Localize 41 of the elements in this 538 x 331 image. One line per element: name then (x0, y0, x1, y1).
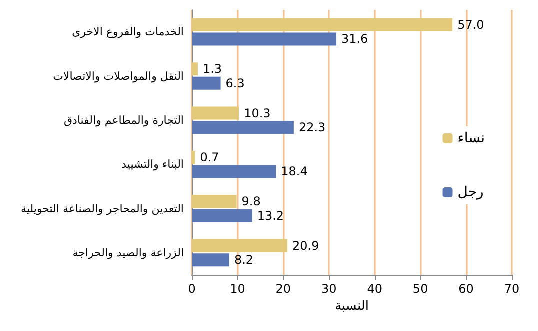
bar (192, 239, 288, 252)
legend-label: نساء (458, 130, 485, 146)
y-tick-label: البناء والتشييد (122, 158, 184, 172)
bar (192, 209, 252, 222)
bar (192, 150, 196, 164)
x-tick-label: 50 (412, 282, 428, 296)
x-tick-label: 40 (367, 282, 382, 296)
data-label: 18.4 (281, 164, 308, 179)
bar (192, 195, 237, 208)
data-label: 6.3 (226, 76, 245, 90)
data-label: 22.3 (298, 120, 326, 135)
bar (192, 18, 453, 32)
data-label: 31.6 (341, 32, 368, 46)
data-label: 8.2 (234, 253, 254, 268)
data-label: 10.3 (244, 106, 271, 120)
x-tick-label: 30 (322, 282, 337, 296)
bar (192, 106, 240, 120)
data-label: 13.2 (257, 208, 284, 223)
data-label: 0.7 (200, 150, 220, 164)
bar (192, 165, 276, 178)
bar (192, 254, 230, 267)
x-tick-label: 10 (230, 282, 246, 296)
data-label: 57.0 (458, 18, 484, 32)
bar (192, 62, 198, 76)
x-tick-label: 20 (276, 282, 292, 296)
y-tick-label: الخدمات والفروع الاخرى (72, 26, 184, 39)
x-axis-title: النسبة (335, 298, 369, 314)
bar (192, 76, 221, 90)
data-label: 20.9 (292, 238, 320, 253)
y-tick-label: النقل والمواصلات والاتصالات (53, 70, 184, 83)
data-label: 9.8 (242, 194, 261, 209)
bar (192, 32, 336, 46)
legend-label: رجل (458, 184, 484, 200)
bar (192, 121, 294, 134)
data-label: 1.3 (202, 62, 222, 76)
x-tick-label: 60 (458, 282, 474, 296)
y-tick-label: التعدين والمحاجر والصناعة التحويلية (21, 202, 184, 216)
x-tick-label: 0 (188, 282, 196, 296)
x-tick-label: 70 (504, 282, 520, 296)
y-tick-label: الزراعة والصيد والحراجة (72, 246, 184, 260)
y-tick-label: التجارة والمطاعم والفنادق (64, 114, 184, 127)
